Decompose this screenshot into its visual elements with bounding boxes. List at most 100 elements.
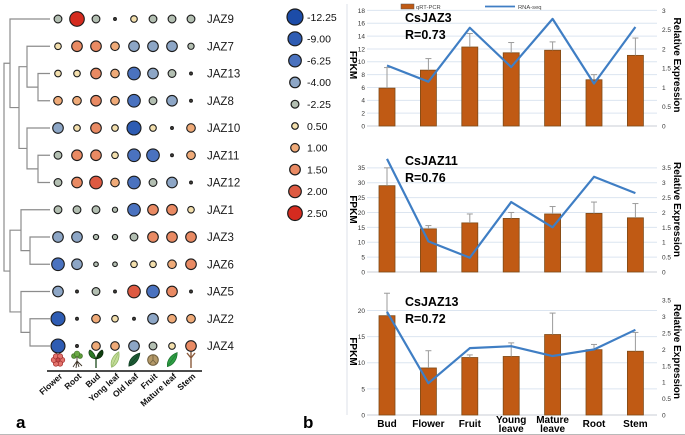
gene-label-JAZ5: JAZ5 (207, 287, 234, 299)
dot-JAZ11-Mature-leaf (170, 153, 174, 158)
left-tick-label: 35 (358, 165, 366, 172)
dot-JAZ4-Yong-leaf (110, 341, 120, 351)
right-tick-label: 1 (662, 240, 666, 247)
chart-title-CsJAZ11: CsJAZ11 (405, 154, 458, 168)
left-tick-label: 14 (358, 34, 366, 41)
dot-JAZ8-Stem (189, 98, 193, 103)
dot-JAZ4-Flower (50, 338, 66, 354)
right-tick-label: 3.5 (662, 165, 671, 172)
gene-label-JAZ3: JAZ3 (207, 232, 234, 244)
chart-title-CsJAZ13: CsJAZ13 (405, 295, 459, 309)
legend-value: 2.50 (307, 208, 328, 220)
dot-JAZ6-Root (71, 258, 83, 271)
dot-JAZ9-Flower (53, 14, 63, 24)
dot-JAZ5-Bud (91, 287, 101, 296)
bar-CsJAZ3-Bud (378, 87, 396, 127)
dendrogram-branch (3, 62, 10, 272)
legend-value: -2.25 (307, 99, 331, 111)
dot-JAZ13-Mature-leaf (167, 69, 177, 78)
x-category-label: Fruit (459, 419, 482, 430)
dot-JAZ12-Root (71, 176, 83, 189)
dot-JAZ12-Bud (89, 175, 103, 190)
dot-JAZ10-Old-leaf (126, 120, 142, 136)
dot-JAZ9-Root (69, 11, 85, 27)
dot-JAZ5-Yong-leaf (113, 289, 117, 294)
dot-JAZ2-Flower (50, 311, 66, 327)
gene-label-JAZ9: JAZ9 (207, 14, 234, 26)
right-axis-title: Relative Expression (671, 162, 682, 257)
dot-JAZ7-Stem (187, 42, 195, 50)
x-category-label: Flower (412, 419, 444, 430)
young-leaf-icon (110, 351, 120, 368)
left-tick-label: 20 (358, 308, 366, 315)
dot-JAZ9-Old-leaf (130, 15, 138, 23)
dot-JAZ7-Fruit (147, 40, 159, 53)
dot-JAZ3-Root (71, 231, 83, 243)
dot-JAZ9-Yong-leaf (113, 17, 117, 21)
fruit-icon (147, 354, 159, 366)
panel-a-letter: a (16, 413, 26, 432)
bar-CsJAZ11-Stem (626, 217, 644, 273)
dot-JAZ2-Mature-leaf (167, 313, 177, 324)
left-tick-label: 10 (358, 240, 366, 247)
dot-JAZ12-Stem (189, 180, 193, 185)
dot-JAZ10-Stem (186, 123, 196, 133)
dot-JAZ13-Root (73, 69, 81, 78)
dot-JAZ6-Yong-leaf (112, 261, 118, 268)
dot-JAZ1-Stem (187, 205, 195, 214)
dot-JAZ9-Stem (186, 14, 196, 24)
left-tick-label: 16 (358, 21, 366, 28)
bar-CsJAZ3-Root (585, 79, 603, 127)
gene-label-JAZ6: JAZ6 (207, 259, 234, 271)
bar-CsJAZ11-Flower (420, 228, 437, 273)
gene-label-JAZ11: JAZ11 (207, 150, 239, 162)
x-category-label: Young (496, 415, 526, 426)
dot-JAZ8-Yong-leaf (110, 95, 120, 106)
legend-dot (288, 184, 302, 199)
left-tick-label: 18 (358, 8, 366, 15)
right-tick-label: 0.5 (662, 396, 671, 403)
dot-JAZ8-Flower (53, 95, 63, 106)
dot-JAZ6-Flower (51, 257, 65, 272)
dot-JAZ6-Bud (93, 261, 99, 268)
legend-dot (291, 122, 299, 130)
left-tick-label: 4 (361, 98, 365, 105)
dendrogram-branch (20, 290, 50, 333)
chart-correlation: R=0.72 (405, 312, 446, 326)
bar-CsJAZ13-Root (585, 349, 603, 416)
line-CsJAZ3 (386, 17, 637, 85)
panel-b-letter: b (303, 413, 313, 432)
dot-JAZ12-Fruit (148, 178, 158, 187)
old-leaf-icon (128, 352, 141, 367)
bar-CsJAZ13-Young-leave (502, 356, 520, 416)
right-tick-label: 1 (662, 85, 666, 92)
dot-JAZ5-Stem (189, 289, 193, 294)
dot-JAZ6-Fruit (149, 260, 157, 269)
dot-JAZ7-Old-leaf (128, 40, 140, 53)
gene-label-JAZ8: JAZ8 (207, 96, 234, 108)
dot-JAZ3-Old-leaf (129, 232, 139, 242)
dendrogram-branch (9, 229, 21, 313)
stem-icon (186, 352, 196, 368)
dot-JAZ2-Old-leaf (132, 316, 136, 321)
dot-JAZ13-Bud (90, 67, 102, 80)
left-tick-label: 15 (358, 334, 366, 341)
legend-bar-swatch (400, 3, 415, 10)
dot-JAZ13-Yong-leaf (110, 68, 120, 79)
root-icon (71, 350, 83, 369)
right-tick-label: 1.5 (662, 66, 671, 73)
dot-JAZ10-Yong-leaf (111, 124, 119, 132)
left-tick-label: 0 (361, 412, 365, 419)
dot-JAZ3-Stem (185, 231, 197, 243)
dot-JAZ9-Bud (91, 14, 101, 24)
dot-JAZ6-Stem (185, 258, 197, 271)
dot-JAZ2-Stem (186, 313, 196, 324)
legend-value: -6.25 (307, 55, 331, 67)
right-tick-label: 0.5 (662, 104, 671, 111)
dot-JAZ4-Bud (91, 341, 101, 351)
dot-JAZ4-Fruit (148, 341, 158, 351)
dot-JAZ4-Old-leaf (128, 340, 140, 352)
bar-CsJAZ3-Young-leave (502, 52, 520, 127)
right-tick-label: 2.5 (662, 27, 671, 34)
chart-title-CsJAZ3: CsJAZ3 (405, 11, 452, 25)
